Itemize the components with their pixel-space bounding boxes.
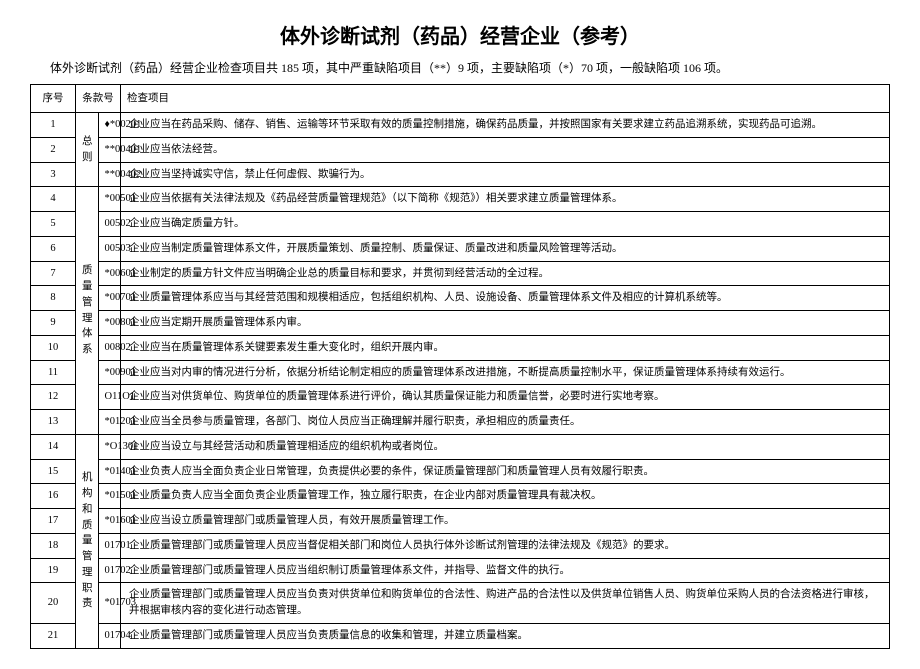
table-row: 8 *00701企业质量管理体系应当与其经营范围和规模相适应，包括组织机构、人员、…	[31, 286, 890, 311]
cell-item: 企业应当定期开展质量管理体系内审。	[121, 311, 890, 336]
cell-item: 企业质量管理部门或质量管理人员应当负责对供货单位和购货单位的合法性、购进产品的合…	[121, 583, 890, 624]
cell-code: *00901	[98, 360, 121, 385]
header-clause: 条款号	[76, 85, 121, 113]
header-item: 检查项目	[121, 85, 890, 113]
cell-code: *00701	[98, 286, 121, 311]
cell-seq: 20	[31, 583, 76, 624]
cell-code: *01501	[98, 484, 121, 509]
cell-code: *00801	[98, 311, 121, 336]
header-row: 序号 条款号 检查项目	[31, 85, 890, 113]
cell-code: ♦*00201	[98, 113, 121, 138]
table-row: 21 01704企业质量管理部门或质量管理人员应当负责质量信息的收集和管理，并建立…	[31, 623, 890, 648]
cell-code: *01401	[98, 459, 121, 484]
cell-code: 01701	[98, 533, 121, 558]
cell-seq: 14	[31, 434, 76, 459]
cell-item: 企业制定的质量方针文件应当明确企业总的质量目标和要求，并贯彻到经营活动的全过程。	[121, 261, 890, 286]
cell-item: 企业应当在质量管理体系关键要素发生重大变化时，组织开展内审。	[121, 335, 890, 360]
table-row: 6 00503企业应当制定质量管理体系文件，开展质量策划、质量控制、质量保证、质量…	[31, 236, 890, 261]
cell-item: 企业应当设立与其经营活动和质量管理相适应的组织机构或者岗位。	[121, 434, 890, 459]
cell-item: 企业应当依据有关法律法规及《药品经营质量管理规范》（以下简称《规范》）相关要求建…	[121, 187, 890, 212]
cell-seq: 18	[31, 533, 76, 558]
header-seq: 序号	[31, 85, 76, 113]
cell-seq: 19	[31, 558, 76, 583]
cell-seq: 9	[31, 311, 76, 336]
cell-seq: 7	[31, 261, 76, 286]
cell-seq: 12	[31, 385, 76, 410]
cell-item: 企业应当在药品采购、储存、销售、运输等环节采取有效的质量控制措施，确保药品质量，…	[121, 113, 890, 138]
table-row: 17 *01601企业应当设立质量管理部门或质量管理人员，有效开展质量管理工作。	[31, 509, 890, 534]
table-row: 9 *00801企业应当定期开展质量管理体系内审。	[31, 311, 890, 336]
cell-code: *01201	[98, 410, 121, 435]
table-row: 19 01702企业质量管理部门或质量管理人员应当组织制订质量管理体系文件，并指导…	[31, 558, 890, 583]
cell-code: 00502	[98, 212, 121, 237]
cell-item: 企业应当依法经营。	[121, 137, 890, 162]
cell-item: 企业质量管理部门或质量管理人员应当负责质量信息的收集和管理，并建立质量档案。	[121, 623, 890, 648]
cell-code: O11O1	[98, 385, 121, 410]
cell-item: 企业质量负责人应当全面负责企业质量管理工作，独立履行职责，在企业内部对质量管理具…	[121, 484, 890, 509]
table-row: 3 **00402企业应当坚持诚实守信，禁止任何虚假、欺骗行为。	[31, 162, 890, 187]
cell-item: 企业应当坚持诚实守信，禁止任何虚假、欺骗行为。	[121, 162, 890, 187]
table-row: 7 *00601企业制定的质量方针文件应当明确企业总的质量目标和要求，并贯彻到经营…	[31, 261, 890, 286]
cell-item: 企业应当对供货单位、购货单位的质量管理体系进行评价，确认其质量保证能力和质量信誉…	[121, 385, 890, 410]
cell-seq: 15	[31, 459, 76, 484]
cell-item: 企业应当对内审的情况进行分析，依据分析结论制定相应的质量管理体系改进措施，不断提…	[121, 360, 890, 385]
table-row: 16 *01501企业质量负责人应当全面负责企业质量管理工作，独立履行职责，在企业…	[31, 484, 890, 509]
cell-code: *00501	[98, 187, 121, 212]
table-row: 20 *01703企业质量管理部门或质量管理人员应当负责对供货单位和购货单位的合法…	[31, 583, 890, 624]
cell-category: 总则	[76, 113, 99, 187]
cell-item: 企业负责人应当全面负责企业日常管理，负责提供必要的条件，保证质量管理部门和质量管…	[121, 459, 890, 484]
table-row: 18 01701企业质量管理部门或质量管理人员应当督促相关部门和岗位人员执行体外诊…	[31, 533, 890, 558]
inspection-table: 序号 条款号 检查项目 1总则♦*00201企业应当在药品采购、储存、销售、运输…	[30, 84, 890, 649]
cell-code: 01704	[98, 623, 121, 648]
table-row: 11 *00901企业应当对内审的情况进行分析，依据分析结论制定相应的质量管理体系…	[31, 360, 890, 385]
cell-seq: 6	[31, 236, 76, 261]
table-row: 13 *01201企业应当全员参与质量管理，各部门、岗位人员应当正确理解并履行职责…	[31, 410, 890, 435]
table-row: 12 O11O1企业应当对供货单位、购货单位的质量管理体系进行评价，确认其质量保证…	[31, 385, 890, 410]
cell-seq: 1	[31, 113, 76, 138]
cell-item: 企业质量管理部门或质量管理人员应当组织制订质量管理体系文件，并指导、监督文件的执…	[121, 558, 890, 583]
cell-seq: 5	[31, 212, 76, 237]
cell-code: *01703	[98, 583, 121, 624]
cell-seq: 10	[31, 335, 76, 360]
cell-code: 00802	[98, 335, 121, 360]
cell-seq: 17	[31, 509, 76, 534]
cell-seq: 8	[31, 286, 76, 311]
table-row: 1总则♦*00201企业应当在药品采购、储存、销售、运输等环节采取有效的质量控制…	[31, 113, 890, 138]
cell-seq: 16	[31, 484, 76, 509]
cell-item: 企业应当全员参与质量管理，各部门、岗位人员应当正确理解并履行职责，承担相应的质量…	[121, 410, 890, 435]
cell-item: 企业质量管理部门或质量管理人员应当督促相关部门和岗位人员执行体外诊断试剂管理的法…	[121, 533, 890, 558]
cell-item: 企业质量管理体系应当与其经营范围和规模相适应，包括组织机构、人员、设施设备、质量…	[121, 286, 890, 311]
cell-seq: 13	[31, 410, 76, 435]
cell-code: *00601	[98, 261, 121, 286]
cell-seq: 4	[31, 187, 76, 212]
cell-code: **00402	[98, 162, 121, 187]
table-row: 14机构和质量管理职责*O1301企业应当设立与其经营活动和质量管理相适应的组织…	[31, 434, 890, 459]
table-row: 5 00502企业应当确定质量方针。	[31, 212, 890, 237]
cell-item: 企业应当设立质量管理部门或质量管理人员，有效开展质量管理工作。	[121, 509, 890, 534]
cell-code: 00503	[98, 236, 121, 261]
table-row: 15 *01401企业负责人应当全面负责企业日常管理，负责提供必要的条件，保证质量…	[31, 459, 890, 484]
cell-seq: 3	[31, 162, 76, 187]
cell-item: 企业应当确定质量方针。	[121, 212, 890, 237]
cell-seq: 11	[31, 360, 76, 385]
cell-code: 01702	[98, 558, 121, 583]
cell-item: 企业应当制定质量管理体系文件，开展质量策划、质量控制、质量保证、质量改进和质量风…	[121, 236, 890, 261]
table-row: 4质量管理体系*00501企业应当依据有关法律法规及《药品经营质量管理规范》（以…	[31, 187, 890, 212]
cell-seq: 21	[31, 623, 76, 648]
cell-category: 机构和质量管理职责	[76, 434, 99, 648]
page-subtitle: 体外诊断试剂（药品）经营企业检查项目共 185 项，其中严重缺陷项目（**）9 …	[30, 59, 890, 76]
cell-code: *O1301	[98, 434, 121, 459]
cell-category: 质量管理体系	[76, 187, 99, 435]
cell-seq: 2	[31, 137, 76, 162]
table-row: 2 **00401企业应当依法经营。	[31, 137, 890, 162]
cell-code: *01601	[98, 509, 121, 534]
table-row: 10 00802企业应当在质量管理体系关键要素发生重大变化时，组织开展内审。	[31, 335, 890, 360]
page-title: 体外诊断试剂（药品）经营企业（参考）	[30, 20, 890, 49]
cell-code: **00401	[98, 137, 121, 162]
